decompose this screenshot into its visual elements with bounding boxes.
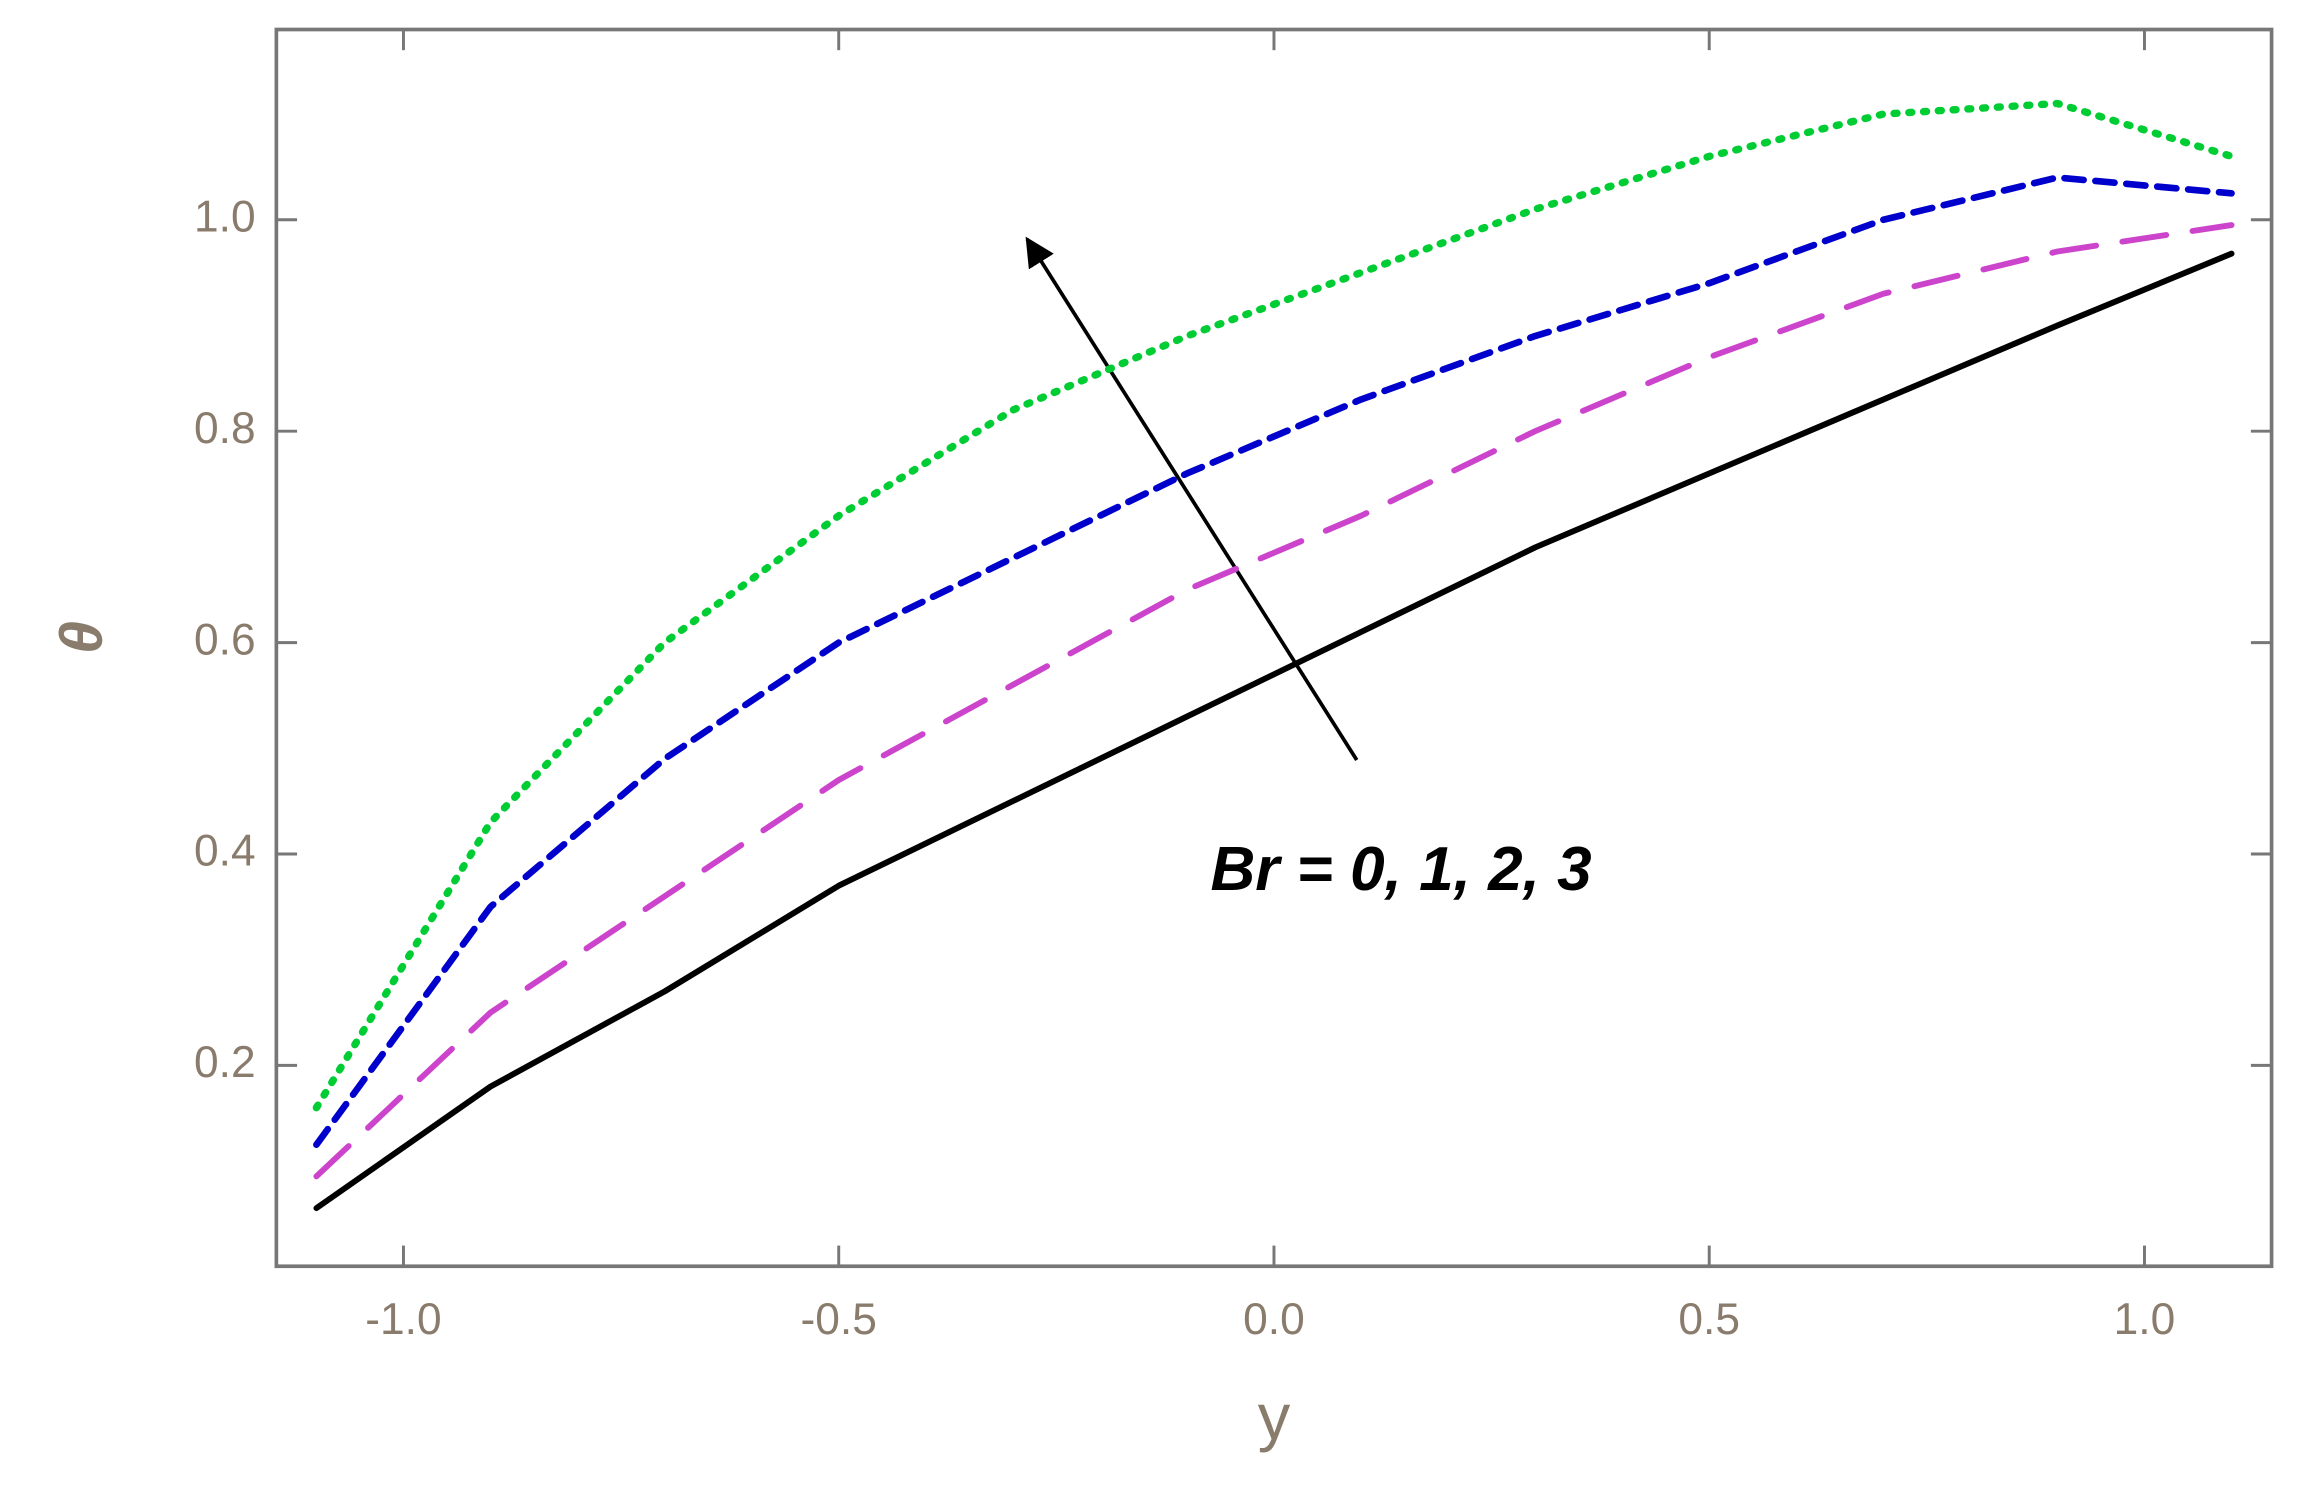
- arrow: [1025, 236, 1359, 762]
- x-axis-label: y: [1258, 1380, 1291, 1453]
- series-line: [313, 250, 2235, 1212]
- y-tick-label: 0.2: [194, 1038, 256, 1087]
- annotation: Br = 0, 1, 2, 3: [1210, 835, 1591, 904]
- series-line: [313, 222, 2235, 1180]
- y-tick-label: 1.0: [194, 193, 256, 242]
- x-tick-label: 0.0: [1243, 1295, 1305, 1344]
- x-tick-label: -0.5: [801, 1295, 877, 1344]
- x-tick-label: -1.0: [365, 1295, 441, 1344]
- x-tick-label: 0.5: [1678, 1295, 1740, 1344]
- y-axis-label: θ: [48, 621, 114, 654]
- x-tick-label: 1.0: [2114, 1295, 2176, 1344]
- y-tick-label: 0.8: [194, 404, 256, 453]
- series-line: [313, 174, 2235, 1149]
- y-tick-label: 0.4: [194, 827, 256, 876]
- plot-frame: [274, 27, 2274, 1269]
- y-tick-label: 0.6: [194, 615, 256, 664]
- series-line: [312, 99, 2236, 1112]
